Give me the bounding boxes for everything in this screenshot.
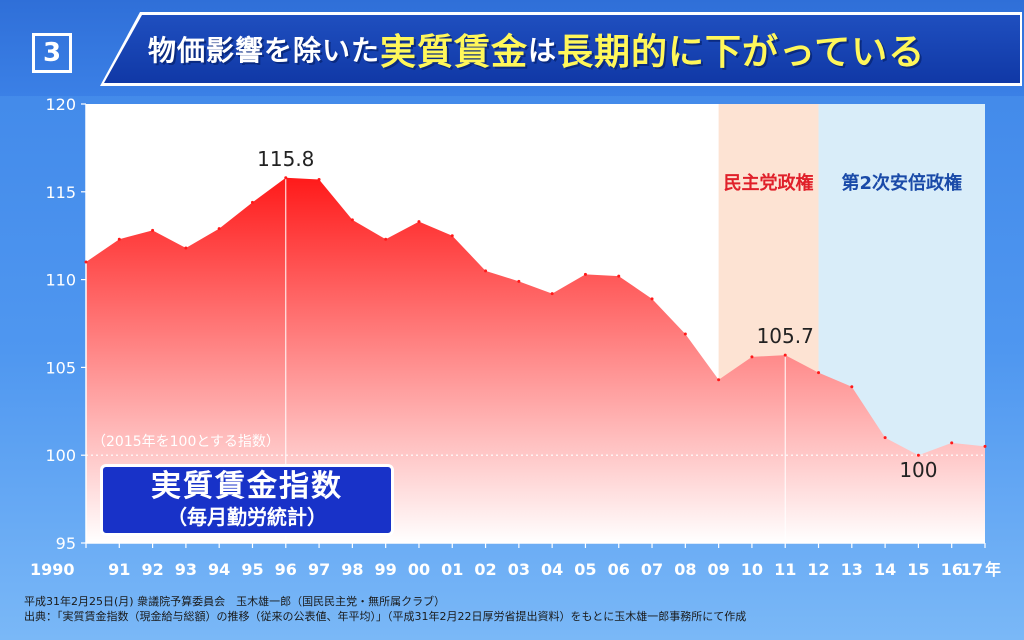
x-tick-label: 12 bbox=[807, 560, 829, 579]
x-tick-label: 93 bbox=[175, 560, 197, 579]
x-tick-label: 98 bbox=[341, 560, 363, 579]
data-point bbox=[983, 444, 987, 448]
x-tick-label: 10 bbox=[741, 560, 763, 579]
data-point bbox=[384, 237, 388, 241]
data-label: 105.7 bbox=[757, 324, 814, 348]
data-point bbox=[217, 227, 221, 231]
data-point bbox=[550, 292, 554, 296]
x-tick-label: 09 bbox=[707, 560, 729, 579]
y-tick-label: 115 bbox=[45, 183, 76, 202]
data-label: 100 bbox=[899, 458, 937, 482]
y-tick-label: 110 bbox=[45, 271, 76, 290]
period-label-abe: 第2次安倍政権 bbox=[841, 172, 962, 194]
data-point bbox=[250, 200, 254, 204]
y-tick-label: 120 bbox=[45, 95, 76, 114]
data-point bbox=[151, 228, 155, 232]
slide-number: 3 bbox=[32, 33, 72, 73]
x-tick-label: 01 bbox=[441, 560, 463, 579]
series-label-main: 実質賃金指数 bbox=[151, 469, 343, 504]
x-tick-label: 02 bbox=[474, 560, 496, 579]
x-tick-label: 08 bbox=[674, 560, 696, 579]
data-point bbox=[817, 371, 821, 375]
data-point bbox=[717, 378, 721, 382]
data-point bbox=[484, 269, 488, 273]
x-tick-label: 96 bbox=[275, 560, 297, 579]
base-index-note: （2015年を100とする指数） bbox=[92, 434, 280, 450]
x-tick-label: 06 bbox=[608, 560, 630, 579]
x-tick-label: 97 bbox=[308, 560, 330, 579]
title-part-3: は bbox=[528, 34, 558, 67]
title-part-1: 物価影響を除いた bbox=[148, 34, 381, 67]
data-point bbox=[184, 246, 188, 250]
x-tick-label: 99 bbox=[375, 560, 397, 579]
x-tick-label: 15 bbox=[907, 560, 929, 579]
data-point bbox=[450, 234, 454, 238]
data-point bbox=[850, 385, 854, 389]
y-axis-ticks: 95 100 105 110 115 120 bbox=[45, 95, 86, 553]
series-label-sub: （毎月勤労統計） bbox=[167, 505, 327, 529]
period-label-democratic: 民主党政権 bbox=[724, 172, 814, 194]
footer: 平成31年2月25日(月) 衆議院予算委員会 玉木雄一郎（国民民主党・無所属クラ… bbox=[24, 594, 1004, 624]
x-tick-label: 03 bbox=[508, 560, 530, 579]
x-tick-label: 92 bbox=[141, 560, 163, 579]
series-label-box: 実質賃金指数 （毎月勤労統計） bbox=[100, 464, 394, 536]
x-tick-label: 07 bbox=[641, 560, 663, 579]
data-point bbox=[783, 353, 787, 357]
data-point bbox=[617, 274, 621, 278]
data-point bbox=[583, 272, 587, 276]
y-tick-label: 100 bbox=[45, 446, 76, 465]
data-point bbox=[517, 279, 521, 283]
data-point bbox=[117, 237, 121, 241]
data-point bbox=[417, 220, 421, 224]
x-tick-label: 00 bbox=[408, 560, 430, 579]
x-tick-label: 11 bbox=[774, 560, 796, 579]
data-points bbox=[84, 176, 987, 457]
y-tick-label: 105 bbox=[45, 358, 76, 377]
data-point bbox=[683, 332, 687, 336]
data-point bbox=[284, 176, 288, 180]
x-tick-label: 16 bbox=[941, 560, 963, 579]
title-part-2: 実質賃金 bbox=[380, 32, 529, 73]
data-point bbox=[317, 178, 321, 182]
footer-line-2: 出典：「実質賃金指数（現金給与総額）の推移（従来の公表値、年平均）」（平成31年… bbox=[24, 610, 747, 623]
slide-title: 物価影響を除いた 実質賃金は長期的に下がっている bbox=[148, 15, 1018, 83]
x-tick-label: 94 bbox=[208, 560, 230, 579]
x-tick-label: 14 bbox=[874, 560, 896, 579]
data-label: 115.8 bbox=[257, 147, 314, 171]
data-point bbox=[84, 260, 88, 264]
x-tick-label: 95 bbox=[241, 560, 263, 579]
x-unit-label: 年 bbox=[985, 560, 1001, 579]
x-tick-label: 05 bbox=[574, 560, 596, 579]
data-point bbox=[650, 297, 654, 301]
x-tick-label: 13 bbox=[841, 560, 863, 579]
data-labels: 115.8 105.7 100 bbox=[257, 147, 937, 482]
y-tick-label: 95 bbox=[56, 534, 76, 553]
x-tick-label: 04 bbox=[541, 560, 563, 579]
footer-line-1: 平成31年2月25日(月) 衆議院予算委員会 玉木雄一郎（国民民主党・無所属クラ… bbox=[24, 595, 446, 608]
data-point bbox=[883, 436, 887, 440]
title-banner bbox=[104, 15, 1020, 83]
x-tick-label: 91 bbox=[108, 560, 130, 579]
data-point bbox=[950, 441, 954, 445]
title-part-4: 長期的に下がっている bbox=[557, 32, 926, 73]
series-area bbox=[86, 177, 985, 543]
data-point bbox=[750, 355, 754, 359]
x-tick-label: 1990 bbox=[30, 560, 75, 579]
x-axis-ticks: 1990 91 92 93 94 95 96 97 98 99 00 01 02 03 04 05 06 07 08… bbox=[30, 543, 1001, 579]
data-point bbox=[916, 453, 920, 457]
data-point bbox=[350, 218, 354, 222]
x-tick-label: 17 bbox=[961, 560, 983, 579]
